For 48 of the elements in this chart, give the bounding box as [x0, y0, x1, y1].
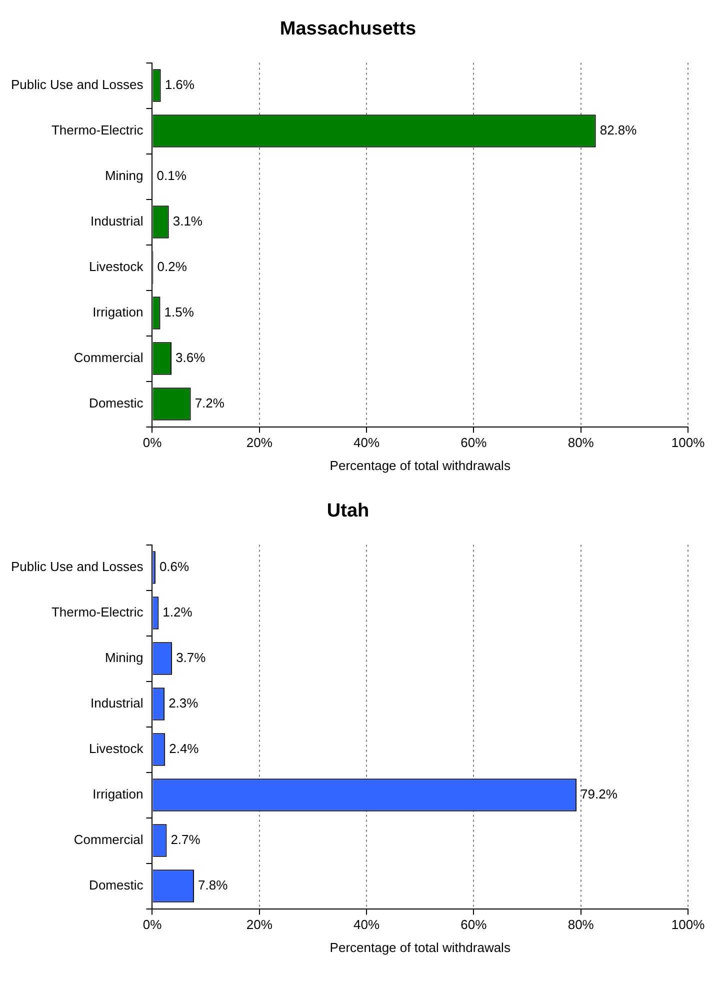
x-tick-label: 60% — [460, 435, 488, 450]
x-axis-title: Percentage of total withdrawals — [330, 458, 511, 473]
x-tick-label: 40% — [354, 435, 380, 450]
data-label: 7.8% — [198, 878, 228, 893]
data-label: 0.2% — [157, 259, 188, 274]
y-tick-label: Public Use and Losses — [10, 77, 144, 92]
data-label: 2.3% — [168, 696, 199, 711]
y-tick-label: Thermo-Electric — [51, 122, 144, 138]
y-tick-label: Irrigation — [92, 786, 144, 802]
data-label: 1.6% — [164, 77, 195, 92]
x-tick-label: 80% — [568, 435, 594, 450]
y-tick-label: Livestock — [89, 741, 144, 756]
x-axis-title: Percentage of total withdrawals — [330, 940, 511, 955]
x-tick-label: 60% — [460, 917, 488, 932]
data-label: 82.8% — [600, 122, 638, 138]
x-tick-label: 80% — [568, 917, 594, 932]
x-tick-label: 20% — [246, 917, 273, 932]
data-label: 1.2% — [162, 604, 193, 620]
data-label: 0.6% — [159, 559, 190, 574]
y-tick-label: Commercial — [74, 832, 144, 848]
y-tick-label: Public Use and Losses — [10, 559, 144, 574]
data-label: 0.1% — [156, 168, 187, 184]
y-tick-label: Thermo-Electric — [51, 604, 144, 620]
y-tick-label: Livestock — [89, 259, 144, 274]
y-tick-label: Industrial — [90, 214, 144, 229]
y-tick-label: Industrial — [90, 696, 144, 711]
data-label: 2.4% — [169, 741, 200, 756]
y-tick-label: Domestic — [89, 396, 144, 411]
x-tick-label: 100% — [671, 435, 706, 450]
x-tick-label: 40% — [354, 917, 380, 932]
data-label: 3.1% — [172, 214, 203, 229]
x-tick-label: 20% — [246, 435, 273, 450]
chart-title: Utah — [326, 500, 370, 522]
y-tick-label: Commercial — [74, 350, 144, 366]
x-tick-label: 0% — [142, 917, 162, 932]
x-tick-label: 0% — [142, 435, 162, 450]
y-tick-label: Domestic — [89, 878, 144, 893]
data-label: 79.2% — [580, 786, 618, 802]
y-tick-label: Irrigation — [92, 304, 144, 320]
x-tick-label: 100% — [671, 917, 706, 932]
y-tick-label: Mining — [104, 650, 144, 666]
y-tick-label: Mining — [104, 168, 144, 184]
data-label: 3.7% — [176, 650, 206, 666]
data-label: 2.7% — [170, 832, 201, 848]
data-label: 7.2% — [194, 396, 225, 411]
chart-title: Massachusetts — [280, 18, 416, 40]
data-label: 3.6% — [176, 350, 206, 366]
data-label: 1.5% — [164, 304, 194, 320]
